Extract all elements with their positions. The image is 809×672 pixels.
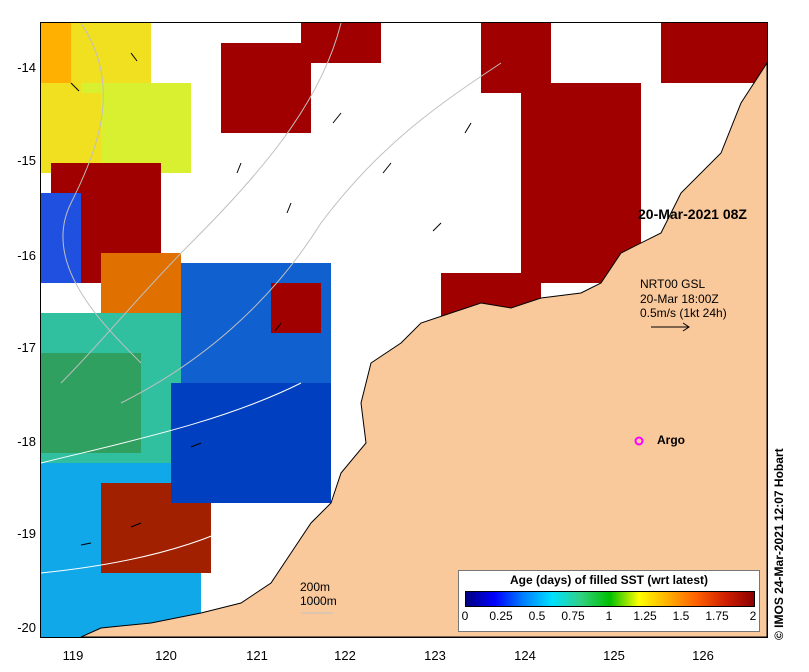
sst-patch-darkred-n2 bbox=[301, 23, 381, 63]
colorbar-tick: 1.25 bbox=[633, 609, 657, 623]
sst-age-patches bbox=[41, 23, 767, 637]
y-tick-label: -16 bbox=[17, 248, 36, 263]
x-tick-label: 124 bbox=[514, 648, 536, 663]
sst-patch-green bbox=[41, 353, 141, 453]
legend-title: Age (days) of filled SST (wrt latest) bbox=[509, 573, 709, 587]
sst-patch-darkred-c bbox=[271, 283, 321, 333]
current-vectors bbox=[70, 52, 472, 546]
x-tick-label: 122 bbox=[334, 648, 356, 663]
colorbar-tick: 1 bbox=[605, 609, 613, 623]
depth-contours bbox=[60, 23, 502, 404]
current-label-line2: 20-Mar 18:00Z bbox=[640, 292, 719, 306]
argo-label: Argo bbox=[657, 433, 685, 447]
current-label-line3: 0.5m/s (1kt 24h) bbox=[640, 306, 727, 320]
credit-text: © IMOS 24-Mar-2021 12:07 Hobart bbox=[772, 448, 786, 640]
sst-patch-darkred-ne bbox=[481, 23, 551, 93]
colorbar-tick: 0.75 bbox=[561, 609, 585, 623]
legend: Age (days) of filled SST (wrt latest) 0 … bbox=[458, 570, 760, 632]
x-tick-label: 126 bbox=[692, 648, 714, 663]
x-tick-label: 121 bbox=[246, 648, 268, 663]
land-mass bbox=[80, 62, 767, 637]
colorbar-tick: 2 bbox=[749, 609, 757, 623]
sst-patch-darkred-ne2 bbox=[521, 83, 641, 283]
sst-patch-darkred-ne3 bbox=[661, 23, 767, 83]
colorbar-tick: 0.5 bbox=[528, 609, 546, 623]
colorbar bbox=[465, 591, 755, 607]
depth-label-1000m: 1000m bbox=[300, 594, 337, 608]
colorbar-tick: 0 bbox=[461, 609, 469, 623]
y-tick-label: -18 bbox=[17, 434, 36, 449]
sst-patch-darkred-n bbox=[221, 43, 311, 133]
y-tick-label: -20 bbox=[17, 620, 36, 635]
colorbar-tick: 1.5 bbox=[672, 609, 690, 623]
x-tick-label: 119 bbox=[62, 648, 84, 663]
argo-marker bbox=[634, 436, 644, 446]
sst-patch-blue-c2 bbox=[171, 383, 331, 503]
sst-patch-yellow2 bbox=[41, 93, 101, 173]
y-tick-label: -15 bbox=[17, 153, 36, 168]
date-label: 20-Mar-2021 08Z bbox=[638, 206, 747, 222]
y-tick-label: -14 bbox=[17, 60, 36, 75]
colorbar-tick: 1.75 bbox=[705, 609, 729, 623]
sst-patch-blue-w bbox=[41, 193, 81, 283]
y-tick-label: -19 bbox=[17, 526, 36, 541]
sst-patch-orange bbox=[41, 23, 71, 83]
x-tick-label: 125 bbox=[603, 648, 625, 663]
depth-label-200m: 200m bbox=[300, 580, 331, 594]
x-tick-label: 123 bbox=[424, 648, 446, 663]
x-tick-label: 120 bbox=[155, 648, 177, 663]
y-tick-label: -17 bbox=[17, 340, 36, 355]
depth-contours-white bbox=[41, 382, 302, 574]
map-frame bbox=[40, 22, 768, 638]
colorbar-tick: 0.25 bbox=[489, 609, 513, 623]
sst-map bbox=[41, 23, 767, 637]
reference-arrow bbox=[651, 322, 690, 332]
current-label-line1: NRT00 GSL bbox=[640, 277, 706, 291]
